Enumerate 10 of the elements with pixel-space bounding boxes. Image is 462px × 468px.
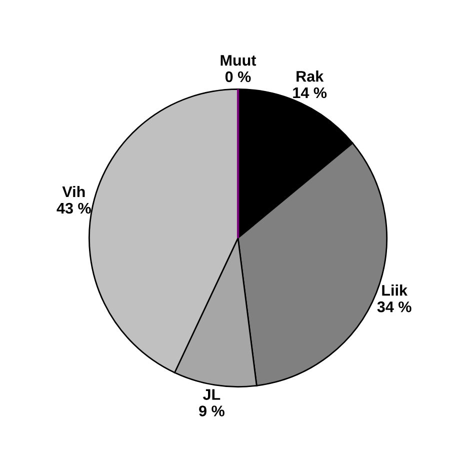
text: 0 % <box>225 71 251 82</box>
data-label: 34 % <box>377 301 412 312</box>
data-label: 14 % <box>293 87 327 98</box>
slice-label: Liik <box>382 284 408 296</box>
slice-label: Rak <box>296 70 324 82</box>
slice-label: Vih <box>62 186 85 198</box>
category-label: Muut <box>220 55 256 66</box>
data-label: 43 % <box>56 202 91 214</box>
slice-label: JL <box>203 389 220 400</box>
data-label: 9 % <box>199 406 224 416</box>
